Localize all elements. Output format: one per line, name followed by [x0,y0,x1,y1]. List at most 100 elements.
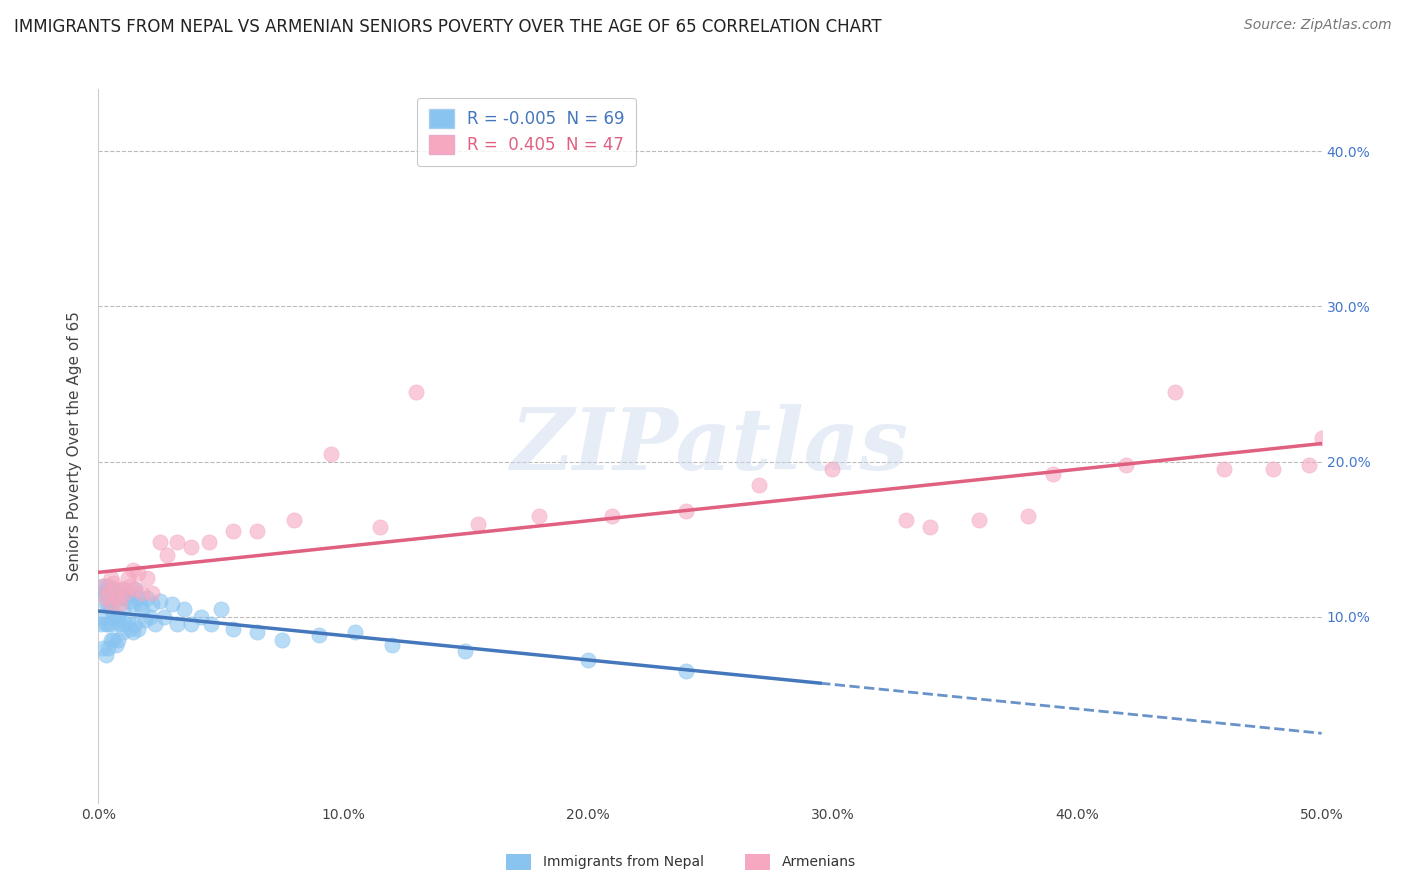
Point [894,513,917,527]
Point [100,571,122,585]
Point [967,513,990,527]
Point [166,617,188,632]
Point [283,513,305,527]
Point [129,597,152,611]
Point [124,617,146,632]
Point [136,571,159,585]
Bar [745,854,770,870]
Point [209,602,232,616]
Point [100,602,122,616]
Point [97,586,120,600]
Point [180,540,202,554]
Point [104,582,127,596]
Point [160,597,183,611]
Point [120,594,142,608]
Point [173,602,195,616]
Point [131,586,153,600]
Point [190,609,212,624]
Point [197,535,219,549]
Point [124,582,146,596]
Point [120,622,142,636]
Point [748,477,770,491]
Point [107,609,129,624]
Point [149,594,172,608]
Point [91,609,114,624]
Point [114,617,136,632]
Point [222,622,245,636]
Point [136,591,159,605]
Point [101,575,124,590]
Point [91,579,114,593]
Point [1164,384,1187,399]
Point [110,597,132,611]
Point [381,638,404,652]
Point [110,617,132,632]
Point [675,504,697,518]
Point [222,524,245,539]
Point [675,664,697,678]
Point [107,632,129,647]
Point [101,586,124,600]
Point [111,582,134,596]
Point [117,586,139,600]
Point [100,597,122,611]
Point [270,632,294,647]
Point [134,613,156,627]
Point [100,632,122,647]
Point [1017,508,1039,523]
Bar [506,854,531,870]
Point [467,516,489,531]
Point [111,602,134,616]
Point [121,563,143,577]
Y-axis label: Seniors Poverty Over the Age of 65: Seniors Poverty Over the Age of 65 [67,311,83,581]
Point [104,591,127,605]
Point [127,622,149,636]
Point [200,617,222,632]
Text: Armenians: Armenians [782,855,856,869]
Point [94,586,117,600]
Point [104,638,127,652]
Text: Immigrants from Nepal: Immigrants from Nepal [543,855,704,869]
Point [454,644,477,658]
Point [114,586,136,600]
Point [600,508,623,523]
Point [143,617,166,632]
Point [94,648,117,663]
Point [149,535,172,549]
Point [97,640,120,655]
Legend: R = -0.005  N = 69, R =  0.405  N = 47: R = -0.005 N = 69, R = 0.405 N = 47 [418,97,636,166]
Text: IMMIGRANTS FROM NEPAL VS ARMENIAN SENIORS POVERTY OVER THE AGE OF 65 CORRELATION: IMMIGRANTS FROM NEPAL VS ARMENIAN SENIOR… [14,18,882,36]
Point [97,579,120,593]
Point [101,632,124,647]
Point [124,582,146,596]
Point [308,628,330,642]
Point [1310,431,1333,445]
Point [153,609,176,624]
Point [97,597,120,611]
Point [107,591,129,605]
Point [101,609,124,624]
Point [920,519,942,533]
Point [121,625,143,640]
Point [319,447,342,461]
Point [1298,458,1320,472]
Point [139,609,162,624]
Point [180,617,202,632]
Point [246,524,269,539]
Point [1261,462,1284,476]
Point [246,625,269,640]
Point [117,613,139,627]
Point [91,640,114,655]
Point [94,617,117,632]
Point [405,384,427,399]
Point [111,582,134,596]
Point [104,613,127,627]
Text: ZIPatlas: ZIPatlas [510,404,910,488]
Point [368,519,391,533]
Point [1115,458,1137,472]
Point [131,602,153,616]
Point [100,591,122,605]
Point [91,579,114,593]
Point [110,591,132,605]
Point [576,653,599,667]
